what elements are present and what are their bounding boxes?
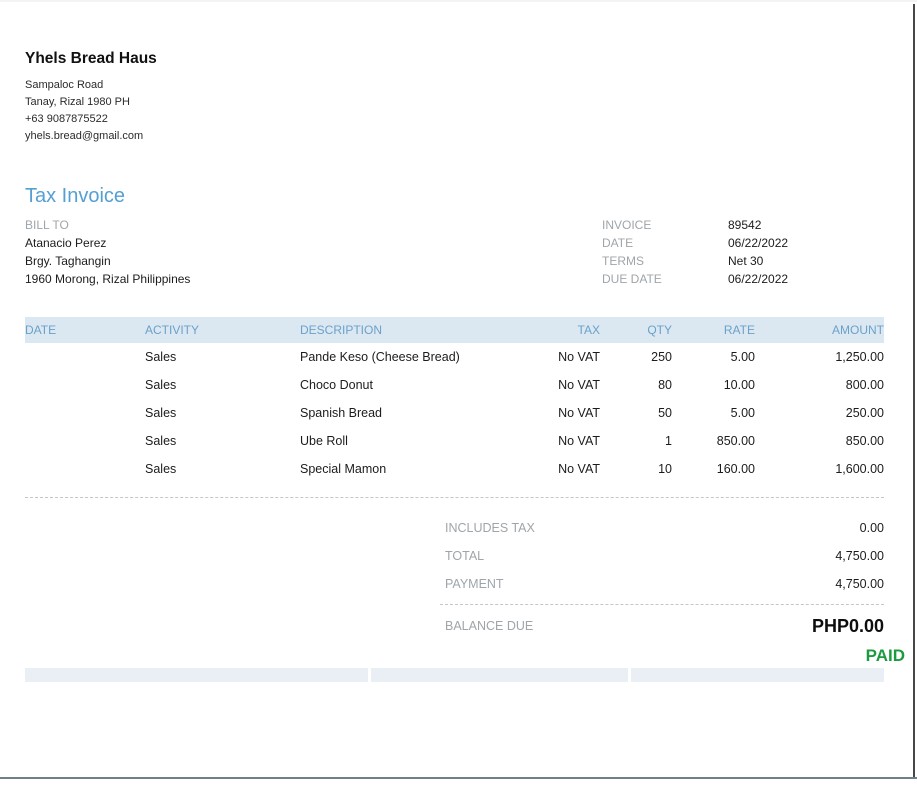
cell-description: Ube Roll	[300, 434, 348, 448]
page-top-edge	[0, 0, 917, 2]
company-phone: +63 9087875522	[25, 113, 108, 125]
company-block: Yhels Bread Haus Sampaloc Road Tanay, Ri…	[25, 50, 157, 145]
cell-description: Choco Donut	[300, 378, 373, 392]
totals-row-total: TOTAL 4,750.00	[440, 542, 884, 570]
document-title: Tax Invoice	[25, 185, 126, 207]
totals-value: 4,750.00	[835, 577, 884, 591]
meta-label: DUE DATE	[602, 272, 662, 286]
company-address-line2: Tanay, Rizal 1980 PH	[25, 96, 130, 108]
column-header-qty: QTY	[647, 323, 672, 337]
cell-description: Special Mamon	[300, 462, 387, 476]
bill-to-address-line2: 1960 Morong, Rizal Philippines	[25, 272, 191, 286]
cell-amount: 800.00	[845, 378, 884, 392]
balance-due-label: BALANCE DUE	[445, 619, 534, 633]
company-email: yhels.bread@gmail.com	[25, 130, 144, 142]
cell-amount: 850.00	[845, 434, 884, 448]
totals-row-payment: PAYMENT 4,750.00	[440, 570, 884, 598]
cell-qty: 10	[658, 462, 672, 476]
meta-row-terms: TERMS Net 30	[602, 252, 788, 270]
bill-to-address-line1: Brgy. Taghangin	[25, 254, 111, 268]
meta-label: INVOICE	[602, 218, 652, 232]
table-row: Sales Spanish Bread No VAT 50 5.00 250.0…	[25, 399, 884, 427]
cell-tax: No VAT	[558, 378, 600, 392]
cell-rate: 10.00	[723, 378, 755, 392]
totals-value: 0.00	[859, 521, 884, 535]
cell-qty: 80	[658, 378, 672, 392]
cell-rate: 5.00	[730, 350, 755, 364]
company-name: Yhels Bread Haus	[25, 50, 157, 67]
column-header-description: DESCRIPTION	[300, 323, 383, 337]
page-bottom-edge	[0, 777, 917, 779]
table-bottom-divider	[25, 497, 884, 498]
cell-amount: 1,250.00	[835, 350, 884, 364]
totals-label: INCLUDES TAX	[445, 521, 535, 535]
cell-date	[25, 399, 145, 427]
cell-tax: No VAT	[558, 350, 600, 364]
totals-label: TOTAL	[445, 549, 485, 563]
bill-to-block: BILL TO Atanacio Perez Brgy. Taghangin 1…	[25, 216, 190, 288]
page-right-edge	[913, 4, 915, 777]
cell-date	[25, 427, 145, 455]
footer-bar-segment	[25, 668, 368, 682]
cell-rate: 160.00	[716, 462, 755, 476]
footer-bar-segment	[371, 668, 628, 682]
column-header-rate: RATE	[723, 323, 755, 337]
meta-row-date: DATE 06/22/2022	[602, 234, 788, 252]
balance-due-row: BALANCE DUE PHP0.00	[440, 610, 884, 642]
table-row: Sales Ube Roll No VAT 1 850.00 850.00	[25, 427, 884, 455]
meta-value: 89542	[728, 218, 762, 232]
table-header-row: DATE ACTIVITY DESCRIPTION TAX QTY RATE A…	[25, 317, 884, 343]
table-row: Sales Pande Keso (Cheese Bread) No VAT 2…	[25, 343, 884, 371]
footer-bar	[25, 668, 884, 682]
balance-due-value: PHP0.00	[811, 615, 884, 636]
cell-tax: No VAT	[558, 406, 600, 420]
paid-status-badge: PAID	[865, 646, 905, 665]
cell-activity: Sales	[145, 434, 177, 448]
cell-description: Pande Keso (Cheese Bread)	[300, 350, 460, 364]
meta-label: DATE	[602, 236, 634, 250]
line-items-table: DATE ACTIVITY DESCRIPTION TAX QTY RATE A…	[25, 317, 884, 483]
cell-qty: 1	[665, 434, 672, 448]
cell-amount: 250.00	[845, 406, 884, 420]
cell-qty: 250	[651, 350, 672, 364]
cell-tax: No VAT	[558, 434, 600, 448]
meta-row-due-date: DUE DATE 06/22/2022	[602, 270, 788, 288]
company-address-line1: Sampaloc Road	[25, 79, 104, 91]
column-header-tax: TAX	[577, 323, 600, 337]
table-row: Sales Special Mamon No VAT 10 160.00 1,6…	[25, 455, 884, 483]
column-header-amount: AMOUNT	[832, 323, 884, 337]
cell-description: Spanish Bread	[300, 406, 383, 420]
footer-bar-segment	[631, 668, 884, 682]
cell-date	[25, 455, 145, 483]
cell-rate: 5.00	[730, 406, 755, 420]
cell-date	[25, 343, 145, 371]
cell-activity: Sales	[145, 350, 177, 364]
totals-label: PAYMENT	[445, 577, 504, 591]
totals-block: INCLUDES TAX 0.00 TOTAL 4,750.00 PAYMENT…	[440, 514, 884, 642]
meta-label: TERMS	[602, 254, 644, 268]
column-header-date: DATE	[25, 323, 57, 337]
cell-date	[25, 371, 145, 399]
cell-rate: 850.00	[716, 434, 755, 448]
cell-activity: Sales	[145, 406, 177, 420]
invoice-meta-block: INVOICE 89542 DATE 06/22/2022 TERMS Net …	[602, 216, 788, 288]
meta-value: Net 30	[728, 254, 764, 268]
cell-tax: No VAT	[558, 462, 600, 476]
bill-to-name: Atanacio Perez	[25, 236, 107, 250]
column-header-activity: ACTIVITY	[145, 323, 200, 337]
cell-amount: 1,600.00	[835, 462, 884, 476]
meta-row-invoice: INVOICE 89542	[602, 216, 788, 234]
bill-to-label: BILL TO	[25, 218, 69, 232]
totals-value: 4,750.00	[835, 549, 884, 563]
cell-activity: Sales	[145, 462, 177, 476]
cell-qty: 50	[658, 406, 672, 420]
table-row: Sales Choco Donut No VAT 80 10.00 800.00	[25, 371, 884, 399]
totals-divider	[440, 604, 884, 605]
meta-value: 06/22/2022	[728, 272, 789, 286]
totals-row-includes-tax: INCLUDES TAX 0.00	[440, 514, 884, 542]
cell-activity: Sales	[145, 378, 177, 392]
meta-value: 06/22/2022	[728, 236, 789, 250]
